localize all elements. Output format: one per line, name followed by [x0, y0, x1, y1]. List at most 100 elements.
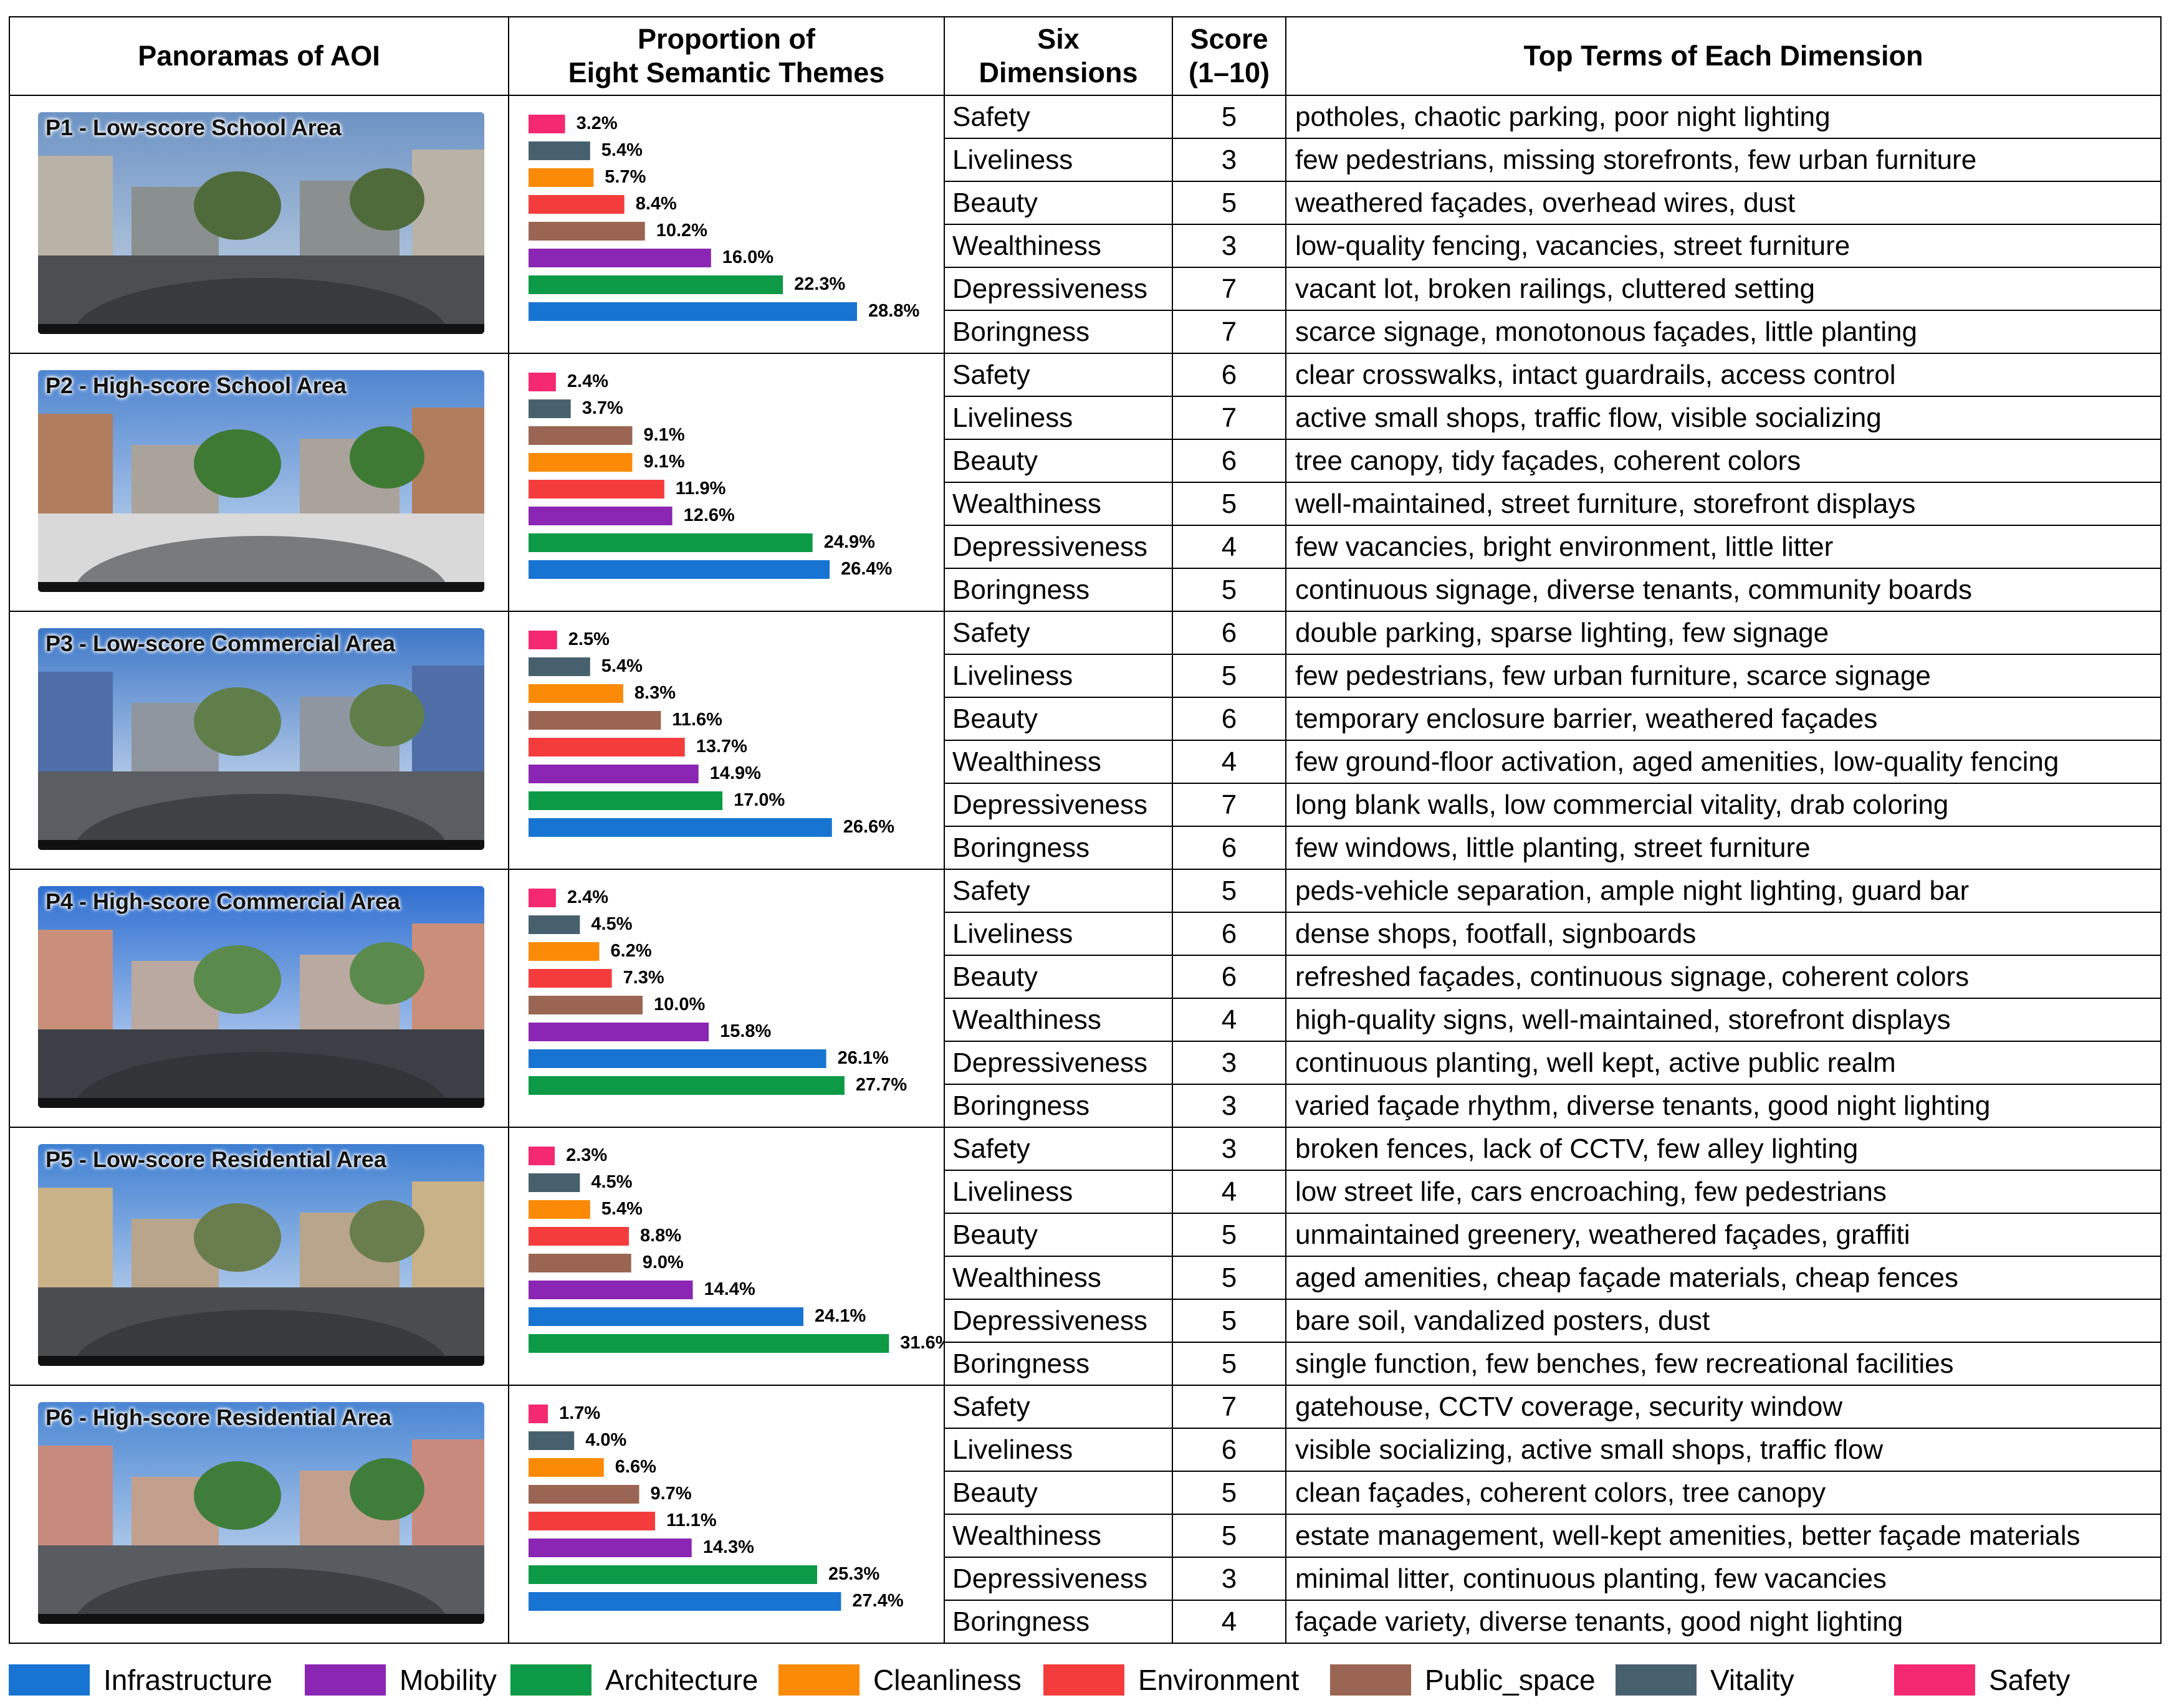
- legend-swatch: [305, 1664, 386, 1696]
- legend-swatch: [1894, 1664, 1975, 1696]
- table-row: Boringness 4 façade variety, diverse tenan…: [9, 1600, 2162, 1644]
- bar-public-space: [529, 711, 661, 730]
- bar-public-space: [529, 222, 645, 241]
- bar-value-label: 4.5%: [591, 914, 632, 934]
- legend-swatch: [9, 1664, 90, 1696]
- header-dimensions: Six Dimensions: [944, 16, 1173, 96]
- bar-value-label: 26.6%: [843, 817, 894, 837]
- bar-value-label: 8.3%: [634, 683, 676, 703]
- dimension-score: 3: [1172, 1557, 1286, 1601]
- bar-vitality: [529, 1431, 575, 1450]
- table-row: Wealthiness 3 low-quality fencing, vacanci…: [9, 224, 2162, 268]
- table-row: Boringness 6 few windows, little planting,…: [9, 826, 2162, 870]
- table-row: P5 - Low-score Residential Area 2.3% 4.5% 5…: [9, 1127, 2162, 1386]
- dimension-name: Beauty: [944, 1471, 1173, 1515]
- dimension-name: Safety: [944, 353, 1173, 397]
- panorama-image: P2 - High-score School Area: [38, 370, 484, 592]
- dimension-name: Boringness: [944, 1600, 1173, 1644]
- panorama-cell: P4 - High-score Commercial Area: [9, 869, 509, 1128]
- dimension-name: Safety: [944, 1127, 1173, 1171]
- bar-value-label: 11.9%: [676, 479, 726, 499]
- bar-value-label: 4.0%: [585, 1430, 626, 1450]
- dimension-name: Wealthiness: [944, 1514, 1173, 1558]
- panorama-cell: P2 - High-score School Area: [9, 353, 509, 612]
- header-proportion: Proportion of Eight Semantic Themes: [508, 16, 945, 96]
- dimension-score: 3: [1172, 1127, 1286, 1171]
- dimension-score: 5: [1172, 1213, 1286, 1257]
- dimension-score: 5: [1172, 1342, 1286, 1386]
- table-row: Wealthiness 5 estate management, well-kept…: [9, 1514, 2162, 1558]
- table-row: Liveliness 5 few pedestrians, few urban fu…: [9, 654, 2162, 698]
- panorama-image: P5 - Low-score Residential Area: [38, 1144, 484, 1366]
- bar-environment: [529, 480, 664, 499]
- legend-label: Safety: [1989, 1664, 2071, 1696]
- dimension-score: 3: [1172, 138, 1286, 182]
- bar-value-label: 6.2%: [611, 941, 652, 961]
- proportion-bar-chart: 2.4% 3.7% 9.1% 9.1% 11.9% 12.6% 24.9% 26.4%: [529, 371, 893, 579]
- bar-public-space: [529, 1485, 639, 1504]
- table-row: Beauty 5 weathered façades, overhead wires…: [9, 181, 2162, 225]
- dimension-name: Liveliness: [944, 138, 1173, 182]
- bar-value-label: 26.1%: [838, 1048, 889, 1068]
- table-row: P3 - Low-score Commercial Area 2.5% 5.4% 8.…: [9, 611, 2162, 870]
- bar-value-label: 6.6%: [615, 1457, 656, 1477]
- panorama-cell: P5 - Low-score Residential Area: [9, 1127, 509, 1386]
- table-row: Boringness 3 varied façade rhythm, diverse…: [9, 1084, 2162, 1128]
- results-table: Panoramas of AOI Proportion of Eight Sema…: [9, 16, 2162, 1644]
- bar-safety: [529, 1405, 548, 1423]
- table-row: Depressiveness 3 minimal litter, continuou…: [9, 1557, 2162, 1601]
- bar-cleanliness: [529, 942, 600, 961]
- dimension-score: 5: [1172, 869, 1286, 913]
- bar-cleanliness: [529, 1200, 590, 1219]
- dimension-score: 6: [1172, 611, 1286, 655]
- bar-value-label: 26.4%: [841, 559, 892, 579]
- dimension-terms: clear crosswalks, intact guardrails, acc…: [1285, 353, 2162, 397]
- dimension-terms: unmaintained greenery, weathered façades…: [1285, 1213, 2162, 1257]
- legend-swatch: [1043, 1664, 1124, 1696]
- dimension-terms: scarce signage, monotonous façades, litt…: [1285, 310, 2162, 354]
- bar-safety: [529, 889, 556, 907]
- dimension-score: 6: [1172, 955, 1286, 999]
- dimension-score: 3: [1172, 224, 1286, 268]
- table-row: Wealthiness 5 aged amenities, cheap façade…: [9, 1256, 2162, 1300]
- dimension-terms: few ground-floor activation, aged amenit…: [1285, 740, 2162, 784]
- bar-value-label: 9.0%: [643, 1252, 684, 1272]
- proportion-bar-chart: 2.5% 5.4% 8.3% 11.6% 13.7% 14.9% 17.0% 26.6%: [529, 629, 894, 837]
- legend-label: Architecture: [605, 1664, 759, 1696]
- proportion-bar-chart: 2.3% 4.5% 5.4% 8.8% 9.0% 14.4% 24.1% 31.6%: [529, 1145, 943, 1353]
- dimension-name: Beauty: [944, 955, 1173, 999]
- dimension-name: Wealthiness: [944, 482, 1173, 526]
- bar-infrastructure: [529, 818, 832, 837]
- bar-safety: [529, 115, 565, 133]
- dimension-terms: vacant lot, broken railings, cluttered s…: [1285, 267, 2162, 311]
- dimension-terms: low street life, cars encroaching, few p…: [1285, 1170, 2162, 1214]
- dimension-terms: minimal litter, continuous planting, few…: [1285, 1557, 2162, 1601]
- dimension-terms: gatehouse, CCTV coverage, security windo…: [1285, 1385, 2162, 1429]
- panorama-label: P4 - High-score Commercial Area: [45, 889, 400, 914]
- table-row: Liveliness 7 active small shops, traffic f…: [9, 396, 2162, 440]
- bar-mobility: [529, 507, 673, 525]
- dimension-terms: temporary enclosure barrier, weathered f…: [1285, 697, 2162, 741]
- dimension-name: Wealthiness: [944, 998, 1173, 1042]
- bar-value-label: 14.9%: [710, 763, 761, 783]
- dimension-score: 4: [1172, 740, 1286, 784]
- bar-value-label: 3.2%: [577, 113, 618, 133]
- dimension-name: Beauty: [944, 181, 1173, 225]
- dimension-name: Depressiveness: [944, 267, 1173, 311]
- dimension-score: 5: [1172, 568, 1286, 612]
- bar-safety: [529, 373, 556, 391]
- bar-value-label: 12.6%: [684, 505, 735, 525]
- table-row: Beauty 6 temporary enclosure barrier, weat…: [9, 697, 2162, 741]
- table-row: Boringness 7 scarce signage, monotonous fa…: [9, 310, 2162, 354]
- bar-value-label: 24.9%: [824, 532, 875, 552]
- table-row: Liveliness 6 visible socializing, active s…: [9, 1428, 2162, 1472]
- bar-safety: [529, 631, 557, 649]
- legend-swatch: [778, 1664, 859, 1696]
- legend-label: Environment: [1138, 1664, 1300, 1696]
- bar-cleanliness: [529, 453, 633, 472]
- dimension-terms: aged amenities, cheap façade materials, …: [1285, 1256, 2162, 1300]
- dimension-name: Boringness: [944, 568, 1173, 612]
- dimension-terms: few pedestrians, few urban furniture, sc…: [1285, 654, 2162, 698]
- bar-value-label: 9.1%: [644, 452, 685, 472]
- dimension-terms: clean façades, coherent colors, tree can…: [1285, 1471, 2162, 1515]
